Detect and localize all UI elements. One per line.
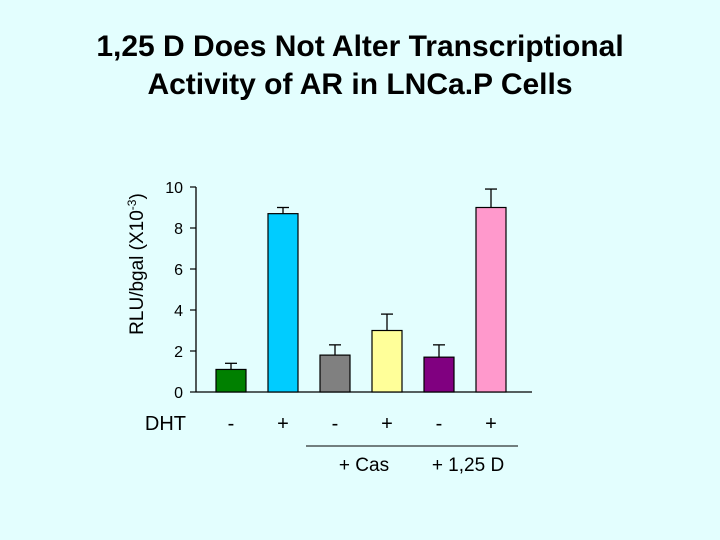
y-tick-label: 2: [174, 344, 183, 361]
bar: [267, 213, 299, 393]
bar: [371, 329, 403, 393]
y-tick-label: 8: [174, 221, 183, 238]
group-label: + 1,25 D: [432, 455, 504, 476]
bar: [319, 354, 351, 393]
y-axis: 0 2 4 6 8 10: [165, 180, 532, 402]
condition-label: +: [485, 413, 497, 435]
title-line-1: 1,25 D Does Not Alter Transcriptional: [96, 30, 624, 63]
condition-label: -: [228, 413, 235, 435]
row-label: DHT: [145, 413, 186, 435]
group-label: + Cas: [339, 455, 389, 476]
bars: [215, 188, 507, 393]
title-line-2: Activity of AR in LNCa.P Cells: [147, 68, 573, 101]
condition-label: -: [436, 413, 443, 435]
condition-label: +: [381, 413, 393, 435]
y-tick-label: 0: [174, 385, 183, 402]
bar: [215, 368, 247, 393]
chart-title: 1,25 D Does Not Alter Transcriptional Ac…: [0, 28, 720, 104]
condition-label: +: [277, 413, 289, 435]
bar: [475, 206, 507, 393]
bar: [423, 356, 455, 393]
y-tick-label: 4: [174, 303, 183, 320]
condition-label: -: [332, 413, 339, 435]
y-tick-label: 6: [174, 262, 183, 279]
y-tick-label: 10: [165, 180, 183, 197]
x-axis-labels: DHT - + - + - + + Cas + 1,25 D: [145, 413, 518, 476]
